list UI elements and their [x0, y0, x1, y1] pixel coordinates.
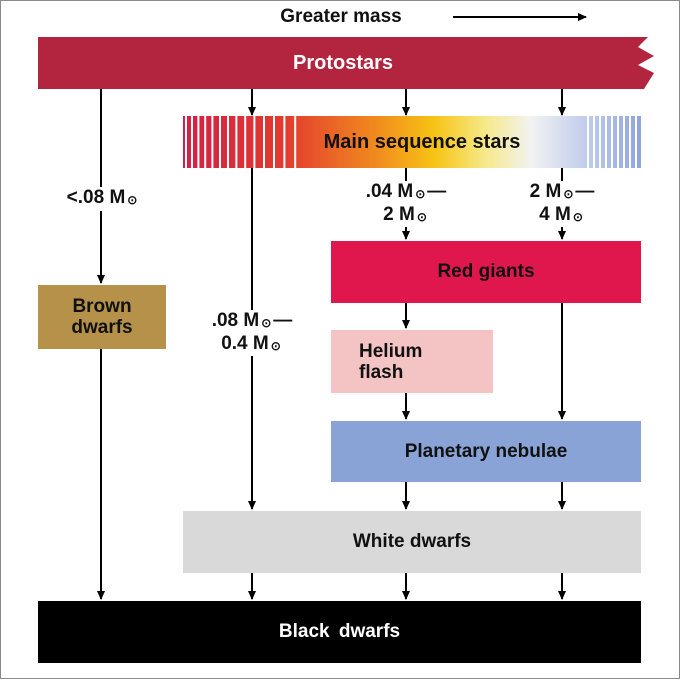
main-sequence-stripe — [605, 116, 607, 168]
main-sequence-band — [183, 116, 641, 168]
helium-flash-box: Helium flash — [331, 330, 493, 393]
mass-008-to-04: .08 M ⊙ — 0.4 M ⊙ — [193, 310, 311, 356]
black-dwarfs-box: Black dwarfs — [38, 601, 641, 663]
main-sequence-stripe — [191, 116, 193, 168]
protostars-band — [38, 37, 654, 89]
protostars-label: Protostars — [292, 51, 394, 74]
main-sequence-stripe — [253, 116, 256, 168]
main-sequence-stripe — [219, 116, 221, 168]
main-sequence-stripe — [623, 116, 625, 168]
planetary-nebulae-box: Planetary nebulae — [331, 421, 641, 482]
main-sequence-stripe — [273, 116, 275, 168]
main-sequence-stripe — [244, 116, 247, 168]
mass-2-to-4: 2 M ⊙ — 4 M ⊙ — [507, 181, 617, 227]
main-sequence-stripe — [211, 116, 214, 168]
main-sequence-stripe — [587, 116, 589, 168]
main-sequence-stripe — [227, 116, 229, 168]
main-sequence-stripe — [629, 116, 631, 168]
main-sequence-stripe — [611, 116, 613, 168]
main-sequence-stripe — [185, 116, 187, 168]
main-sequence-stripe — [283, 116, 286, 168]
main-sequence-stripe — [294, 116, 297, 168]
main-sequence-stripe — [197, 116, 200, 168]
main-sequence-stripe — [593, 116, 595, 168]
main-sequence-stripe — [204, 116, 207, 168]
main-sequence-stripe — [617, 116, 619, 168]
mass-004-to-2: .04 M ⊙ — 2 M ⊙ — [347, 181, 465, 227]
brown-dwarfs-box: Brown dwarfs — [38, 285, 166, 349]
main-sequence-stripe — [599, 116, 601, 168]
white-dwarfs-box: White dwarfs — [183, 511, 641, 573]
main-sequence-label: Main sequence stars — [323, 130, 521, 153]
mass-below-008: <.08 M ⊙ — [53, 187, 153, 211]
main-sequence-stripe — [635, 116, 637, 168]
main-sequence-stripe — [263, 116, 265, 168]
red-giants-box: Red giants — [331, 241, 641, 303]
main-sequence-stripe — [235, 116, 238, 168]
greater-mass-label: Greater mass — [280, 6, 402, 27]
